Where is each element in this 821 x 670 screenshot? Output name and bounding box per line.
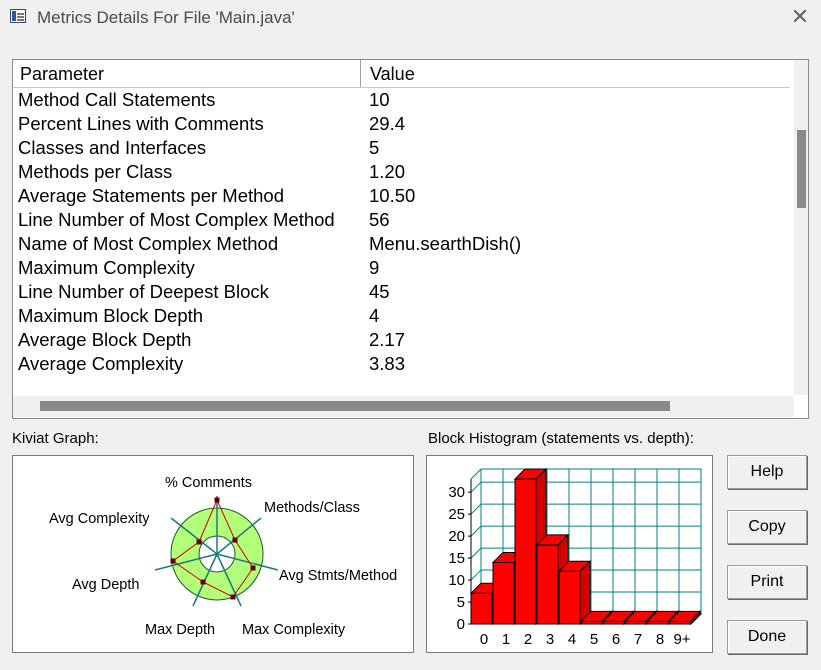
parameter-cell: Average Statements per Method (18, 185, 285, 206)
grid-line (470, 481, 482, 493)
axis-label-avg-stmts: Avg Stmts/Method (279, 568, 397, 584)
axis-label-avg-complexity: Avg Complexity (49, 511, 150, 527)
app-icon (10, 9, 26, 23)
grid-line (470, 503, 482, 515)
value-cell: 3.83 (369, 353, 406, 374)
table-header: Parameter Value (13, 60, 790, 88)
parameter-cell: Methods per Class (18, 161, 173, 182)
parameter-cell: Maximum Block Depth (18, 305, 204, 326)
y-tick-label: 0 (457, 616, 465, 633)
table-row[interactable]: Classes and Interfaces 5 (18, 137, 788, 161)
value-cell: 29.4 (369, 113, 406, 134)
grid-line (470, 547, 482, 559)
kiviat-svg: % Comments Methods/Class Avg Stmts/Metho… (49, 475, 397, 638)
block-histogram: 0 5 10 15 20 25 30 0 1 2 3 4 5 6 7 8 9+ (426, 455, 713, 653)
close-icon[interactable]: ✕ (790, 4, 810, 29)
parameter-cell: Line Number of Deepest Block (18, 281, 269, 302)
horizontal-scrollbar-thumb[interactable] (40, 401, 670, 411)
column-header-parameter[interactable]: Parameter (20, 64, 105, 84)
title-bar (0, 0, 821, 36)
y-tick-label: 10 (448, 572, 465, 589)
table-row[interactable]: Name of Most Complex Method Menu.searthDi… (18, 233, 788, 257)
value-cell: 5 (369, 137, 380, 158)
axis-label-max-complexity: Max Complexity (242, 622, 346, 638)
axis-label-avg-depth: Avg Depth (72, 577, 139, 593)
y-tick-label: 20 (448, 528, 465, 545)
help-button[interactable]: Help (727, 455, 807, 489)
table-row[interactable]: Maximum Complexity 9 (18, 257, 788, 281)
metrics-table (12, 59, 809, 419)
table-row[interactable]: Average Complexity 3.83 (18, 353, 788, 377)
x-tick-label: 1 (502, 631, 510, 648)
parameter-cell: Percent Lines with Comments (18, 113, 264, 134)
table-row[interactable]: Average Statements per Method 10.50 (18, 185, 788, 209)
done-button[interactable]: Done (727, 620, 807, 654)
axis-label-comments: % Comments (165, 475, 252, 491)
table-row[interactable]: Method Call Statements 10 (18, 89, 788, 113)
parameter-cell: Maximum Complexity (18, 257, 195, 278)
value-cell: 9 (369, 257, 380, 278)
value-cell: 2.17 (369, 329, 406, 350)
parameter-cell: Name of Most Complex Method (18, 233, 279, 254)
y-tick-label: 25 (448, 506, 465, 523)
y-tick-label: 15 (448, 550, 465, 567)
value-cell: 45 (369, 281, 390, 302)
parameter-cell: Line Number of Most Complex Method (18, 209, 335, 230)
grid-line (470, 525, 482, 537)
kiviat-value-polygon (172, 498, 254, 598)
parameter-cell: Average Complexity (18, 353, 184, 374)
copy-button[interactable]: Copy (727, 510, 807, 544)
parameter-cell: Method Call Statements (18, 89, 216, 110)
x-tick-label: 9+ (673, 631, 690, 648)
value-cell: 1.20 (369, 161, 406, 182)
window-title: Metrics Details For File 'Main.java' (37, 8, 295, 27)
value-cell: 4 (369, 305, 380, 326)
block-histogram-label: Block Histogram (statements vs. depth): (428, 430, 694, 447)
table-body: Method Call Statements 10 Percent Lines w… (18, 89, 788, 377)
y-tick-label: 30 (448, 484, 465, 501)
kiviat-value-points (170, 497, 256, 600)
table-row[interactable]: Line Number of Deepest Block 45 (18, 281, 788, 305)
print-button[interactable]: Print (727, 565, 807, 599)
histogram-x-tick-labels: 0 1 2 3 4 5 6 7 8 9+ (480, 631, 691, 648)
kiviat-graph-label: Kiviat Graph: (12, 430, 99, 447)
table-row[interactable]: Average Block Depth 2.17 (18, 329, 788, 353)
table-row[interactable]: Methods per Class 1.20 (18, 161, 788, 185)
y-tick-label: 5 (457, 594, 465, 611)
x-tick-label: 5 (590, 631, 598, 648)
histogram-y-tick-labels: 0 5 10 15 20 25 30 (448, 484, 471, 633)
kiviat-axes (154, 496, 279, 607)
value-cell: Menu.searthDish() (369, 233, 522, 254)
parameter-cell: Classes and Interfaces (18, 137, 207, 158)
axis-label-methods-class: Methods/Class (264, 500, 360, 516)
column-header-value[interactable]: Value (370, 64, 415, 84)
x-tick-label: 4 (568, 631, 576, 648)
x-tick-label: 2 (524, 631, 532, 648)
x-tick-label: 7 (634, 631, 642, 648)
value-cell: 10 (369, 89, 390, 110)
value-cell: 56 (369, 209, 390, 230)
histogram-bar (623, 610, 658, 626)
column-divider[interactable] (360, 60, 361, 87)
table-row[interactable]: Maximum Block Depth 4 (18, 305, 788, 329)
histogram-bar (557, 560, 592, 626)
axis-label-max-depth: Max Depth (145, 622, 215, 638)
histogram-bar (667, 610, 702, 626)
x-tick-label: 0 (480, 631, 488, 648)
table-row[interactable]: Percent Lines with Comments 29.4 (18, 113, 788, 137)
grid-line (470, 569, 482, 581)
value-cell: 10.50 (369, 185, 416, 206)
x-tick-label: 6 (612, 631, 620, 648)
kiviat-graph: % Comments Methods/Class Avg Stmts/Metho… (12, 455, 414, 653)
parameter-cell: Average Block Depth (18, 329, 192, 350)
vertical-scrollbar[interactable] (794, 60, 808, 395)
grid-line (470, 468, 482, 480)
x-tick-label: 3 (546, 631, 554, 648)
x-tick-label: 8 (656, 631, 664, 648)
vertical-scrollbar-thumb[interactable] (797, 130, 806, 208)
table-row[interactable]: Line Number of Most Complex Method 56 (18, 209, 788, 233)
histogram-bars (469, 467, 702, 626)
